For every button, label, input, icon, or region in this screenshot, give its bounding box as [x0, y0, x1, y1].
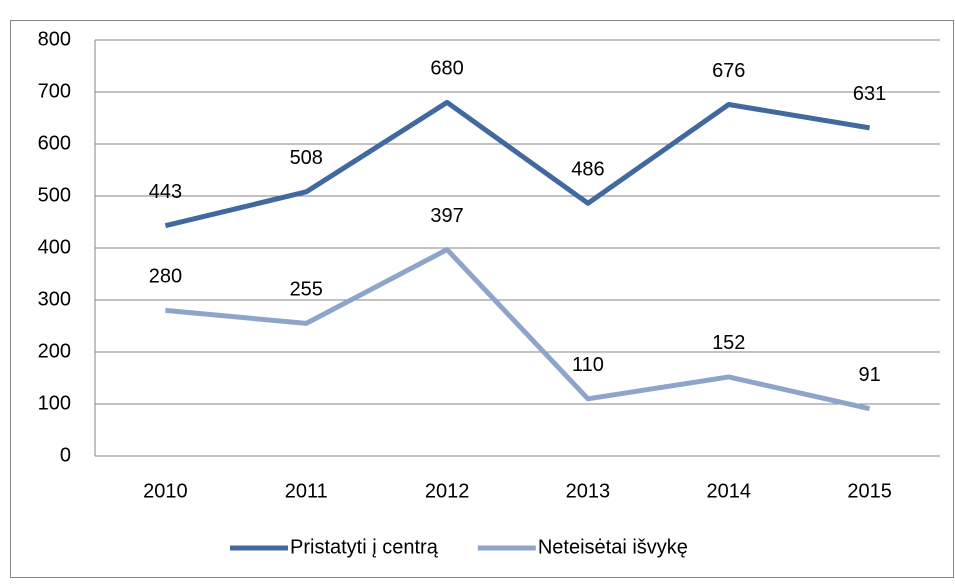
data-label: 91 [858, 364, 880, 386]
data-label: 280 [149, 266, 182, 288]
legend-label: Pristatyti į centrą [290, 536, 439, 558]
data-label: 110 [572, 354, 604, 376]
data-label: 680 [430, 58, 463, 80]
y-tick-label: 700 [38, 80, 71, 102]
data-label: 397 [430, 205, 463, 227]
y-tick-label: 200 [38, 340, 71, 362]
data-label: 152 [712, 332, 745, 354]
y-tick-label: 100 [38, 392, 71, 414]
y-tick-label: 400 [38, 236, 71, 258]
data-label: 631 [853, 83, 886, 105]
data-label: 443 [149, 181, 182, 203]
x-tick-label: 2013 [566, 480, 611, 502]
data-label: 255 [290, 279, 323, 301]
x-tick-label: 2012 [425, 480, 470, 502]
y-tick-label: 800 [38, 28, 71, 50]
y-tick-label: 300 [38, 288, 71, 310]
x-tick-label: 2015 [847, 480, 892, 502]
data-label: 486 [571, 159, 604, 181]
x-tick-label: 2010 [143, 480, 188, 502]
series-line [164, 99, 870, 229]
series-line [165, 247, 871, 412]
x-tick-label: 2011 [285, 480, 328, 502]
y-tick-label: 0 [60, 444, 71, 466]
legend-label: Neteisėtai išvykę [538, 536, 688, 558]
data-label: 508 [290, 147, 323, 169]
data-label: 676 [712, 60, 745, 82]
x-tick-label: 2014 [707, 480, 752, 502]
y-tick-label: 600 [38, 132, 71, 154]
y-tick-label: 500 [38, 184, 71, 206]
